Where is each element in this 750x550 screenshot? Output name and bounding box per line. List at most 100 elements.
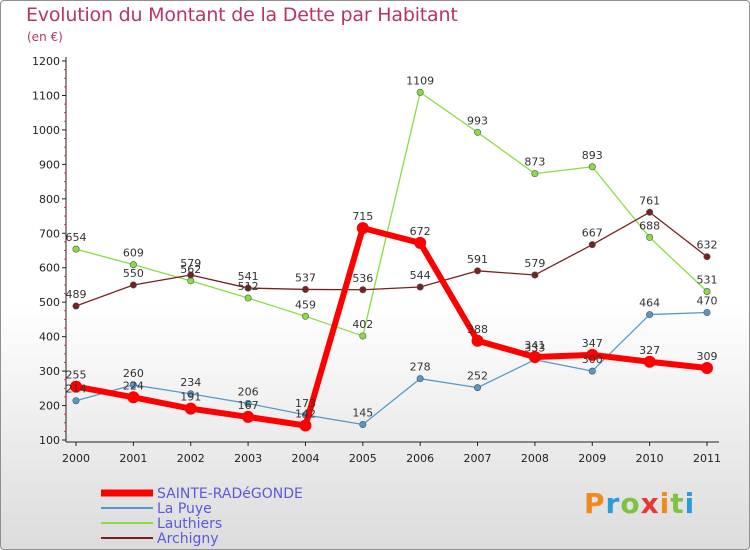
- data-label: 252: [467, 370, 488, 383]
- data-label: 260: [123, 367, 144, 380]
- data-label: 173: [295, 397, 316, 410]
- legend-label: Archigny: [157, 531, 219, 547]
- chart-subtitle: (en €): [27, 30, 63, 44]
- data-label: 214: [66, 383, 87, 396]
- data-point: [703, 309, 711, 317]
- x-tick-label: 2004: [291, 452, 319, 465]
- data-label: 470: [697, 295, 718, 308]
- data-label: 309: [697, 350, 718, 363]
- data-point: [646, 233, 654, 241]
- data-point: [184, 402, 197, 415]
- data-point: [416, 283, 424, 291]
- data-label: 632: [697, 239, 718, 252]
- data-label: 550: [123, 267, 144, 280]
- y-tick-label: 300: [39, 365, 60, 378]
- data-label: 278: [410, 361, 431, 374]
- data-label: 333: [524, 342, 545, 355]
- y-tick-label: 500: [39, 296, 60, 309]
- data-label: 672: [410, 225, 431, 238]
- legend-label: Lauthiers: [157, 516, 222, 532]
- data-label: 579: [180, 257, 201, 270]
- data-point: [129, 281, 137, 289]
- data-label: 544: [410, 269, 431, 282]
- data-label: 541: [238, 270, 259, 283]
- data-label: 489: [66, 288, 87, 301]
- data-label: 512: [238, 280, 259, 293]
- data-label: 234: [180, 376, 201, 389]
- data-point: [299, 419, 312, 432]
- data-point: [474, 128, 482, 136]
- data-point: [703, 253, 711, 261]
- data-label: 402: [352, 318, 373, 331]
- data-point: [531, 170, 539, 178]
- x-tick-label: 2008: [521, 452, 549, 465]
- data-label: 688: [639, 219, 660, 232]
- data-label: 167: [238, 399, 259, 412]
- x-tick-label: 2001: [119, 452, 147, 465]
- x-tick-label: 2010: [636, 452, 664, 465]
- data-point: [703, 288, 711, 296]
- x-tick-label: 2009: [578, 452, 606, 465]
- data-point: [586, 348, 599, 361]
- data-point: [72, 397, 80, 405]
- data-point: [72, 245, 80, 253]
- proxiti-logo: Proxiti: [584, 487, 695, 520]
- data-point: [646, 208, 654, 216]
- x-tick-label: 2003: [234, 452, 262, 465]
- y-tick-label: 200: [39, 400, 60, 413]
- data-point: [588, 367, 596, 375]
- y-tick-label: 700: [39, 227, 60, 240]
- data-label: 464: [639, 297, 660, 310]
- series-line-archigny: [75, 211, 708, 307]
- logo-letter: r: [605, 487, 621, 520]
- data-label: 893: [582, 149, 603, 162]
- data-point: [72, 302, 80, 310]
- data-label: 145: [352, 406, 373, 419]
- data-label: 300: [582, 353, 603, 366]
- x-tick-label: 2011: [693, 452, 721, 465]
- logo-letter: P: [584, 487, 606, 520]
- data-point: [588, 163, 596, 171]
- data-point: [244, 284, 252, 292]
- data-point: [643, 355, 656, 368]
- data-label: 993: [467, 114, 488, 127]
- data-point: [416, 88, 424, 96]
- y-tick-label: 400: [39, 331, 60, 344]
- data-label: 347: [582, 337, 603, 350]
- y-tick-label: 1200: [32, 55, 60, 68]
- logo-letter: x: [640, 487, 660, 520]
- x-tick-label: 2007: [464, 452, 492, 465]
- data-label: 579: [524, 257, 545, 270]
- series-line-la puye: [75, 311, 708, 426]
- data-point: [129, 381, 137, 389]
- data-label: 873: [524, 156, 545, 169]
- data-point: [187, 271, 195, 279]
- data-point: [474, 267, 482, 275]
- y-tick-label: 100: [39, 434, 60, 447]
- x-tick-label: 2006: [406, 452, 434, 465]
- data-label: 206: [238, 385, 259, 398]
- data-label: 388: [467, 323, 488, 336]
- data-label: 715: [352, 210, 373, 223]
- data-label: 327: [639, 344, 660, 357]
- data-point: [588, 241, 596, 249]
- data-point: [701, 361, 713, 374]
- logo-letter: o: [620, 487, 641, 520]
- data-label: 609: [123, 247, 144, 260]
- data-label: 537: [295, 271, 316, 284]
- series-line-lauthiers: [75, 91, 708, 337]
- data-point: [127, 391, 140, 404]
- data-point: [301, 285, 309, 293]
- data-label: 591: [467, 253, 488, 266]
- y-tick-label: 800: [39, 193, 60, 206]
- data-label: 562: [180, 263, 201, 276]
- data-label: 459: [295, 298, 316, 311]
- logo-letter: i: [684, 487, 696, 520]
- data-label: 142: [295, 408, 316, 421]
- data-label: 761: [639, 194, 660, 207]
- y-tick-label: 1100: [32, 89, 60, 102]
- data-point: [646, 311, 654, 319]
- x-tick-label: 2005: [349, 452, 377, 465]
